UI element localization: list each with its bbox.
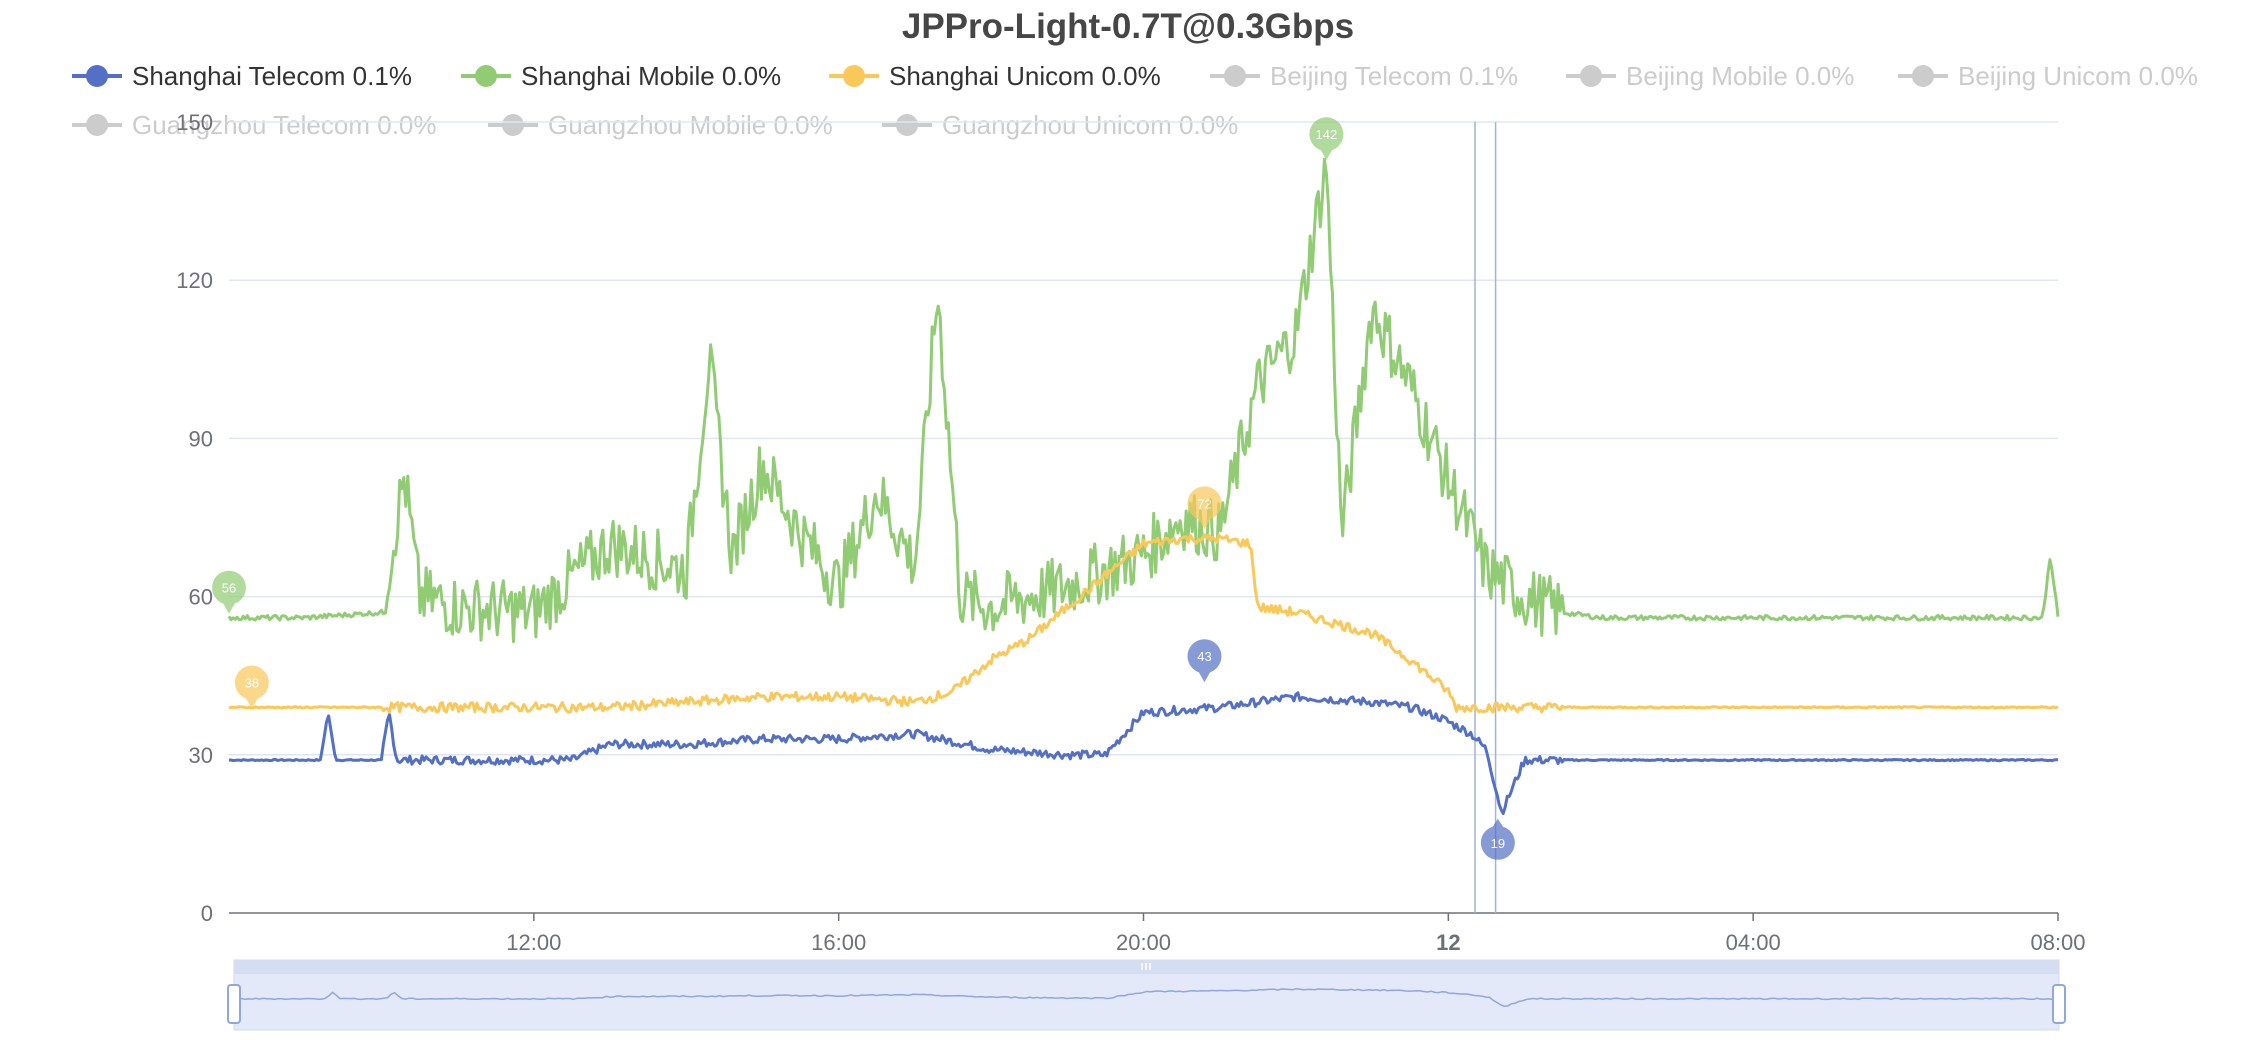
- legend-label: Guangzhou Mobile 0.0%: [548, 110, 833, 140]
- pin-marker: 72: [1187, 486, 1222, 530]
- pin-marker: 56: [212, 570, 246, 614]
- x-tick-label: 12:00: [506, 930, 561, 955]
- pin-marker-label: 56: [222, 581, 236, 596]
- legend-label: Beijing Mobile 0.0%: [1626, 61, 1854, 91]
- legend-item[interactable]: Shanghai Telecom 0.1%: [72, 61, 412, 91]
- pin-marker: 142: [1309, 117, 1344, 161]
- legend-circle-icon: [502, 114, 524, 136]
- y-tick-label: 90: [189, 426, 213, 451]
- x-tick-label: 12: [1436, 930, 1460, 955]
- pin-marker: 19: [1480, 818, 1515, 860]
- legend: Shanghai Telecom 0.1% Shanghai Mobile 0.0…: [72, 61, 2198, 140]
- grid: [229, 121, 2058, 756]
- legend-label: Shanghai Mobile 0.0%: [521, 61, 781, 91]
- zoom-handle[interactable]: [227, 984, 241, 1024]
- pin-marker-label: 19: [1491, 836, 1505, 851]
- pin-marker-label: 72: [1197, 496, 1211, 511]
- legend-item[interactable]: Shanghai Mobile 0.0%: [461, 61, 781, 91]
- x-tick-label: 04:00: [1726, 930, 1781, 955]
- x-tick-label: 08:00: [2030, 930, 2085, 955]
- legend-circle-icon: [896, 114, 918, 136]
- pin-marker-label: 43: [1197, 649, 1211, 664]
- legend-circle-icon: [475, 65, 497, 87]
- legend-circle-icon: [86, 114, 108, 136]
- x-tick-label: 20:00: [1116, 930, 1171, 955]
- pin-marker: 38: [234, 665, 269, 709]
- series-line: [228, 533, 2059, 714]
- y-tick-label: 30: [189, 743, 213, 768]
- legend-circle-icon: [1224, 65, 1246, 87]
- legend-item[interactable]: Beijing Unicom 0.0%: [1898, 61, 2198, 91]
- y-tick-label: 150: [176, 110, 213, 135]
- plot-area: [227, 157, 2060, 815]
- legend-label: Beijing Telecom 0.1%: [1270, 61, 1518, 91]
- legend-circle-icon: [1912, 65, 1934, 87]
- legend-label: Guangzhou Telecom 0.0%: [132, 110, 437, 140]
- y-tick-label: 120: [176, 268, 213, 293]
- y-tick-label: 0: [201, 901, 213, 926]
- legend-label: Guangzhou Unicom 0.0%: [942, 110, 1238, 140]
- data-zoom-slider[interactable]: [227, 959, 2066, 1031]
- chart-title: JPPro-Light-0.7T@0.3Gbps: [902, 7, 1354, 46]
- zoom-handle[interactable]: [2052, 984, 2066, 1024]
- pin-marker-label: 142: [1316, 127, 1338, 142]
- x-tick-label: 16:00: [811, 930, 866, 955]
- legend-circle-icon: [843, 65, 865, 87]
- series-line: [227, 157, 2060, 644]
- y-tick-label: 60: [189, 585, 213, 610]
- axes: 0 30 60 90 120 150 12:00 16:00 20:00 12 04:00 08:00: [176, 110, 2085, 955]
- legend-label: Beijing Unicom 0.0%: [1958, 61, 2198, 91]
- legend-circle-icon: [1580, 65, 1602, 87]
- legend-circle-icon: [86, 65, 108, 87]
- zoom-preview-line: [233, 988, 2060, 1007]
- pin-marker: 43: [1187, 639, 1222, 683]
- legend-item[interactable]: Shanghai Unicom 0.0%: [829, 61, 1161, 91]
- legend-item[interactable]: Beijing Telecom 0.1%: [1210, 61, 1518, 91]
- legend-item[interactable]: Beijing Mobile 0.0%: [1566, 61, 1854, 91]
- legend-item[interactable]: Guangzhou Telecom 0.0%: [72, 110, 437, 140]
- legend-item[interactable]: Guangzhou Unicom 0.0%: [882, 110, 1238, 140]
- series-line: [228, 691, 2059, 815]
- legend-label: Shanghai Unicom 0.0%: [889, 61, 1161, 91]
- legend-item[interactable]: Guangzhou Mobile 0.0%: [488, 110, 833, 140]
- markers: 43 19 56 142 38 72: [212, 117, 1515, 860]
- pin-marker-label: 38: [245, 676, 259, 691]
- legend-label: Shanghai Telecom 0.1%: [132, 61, 412, 91]
